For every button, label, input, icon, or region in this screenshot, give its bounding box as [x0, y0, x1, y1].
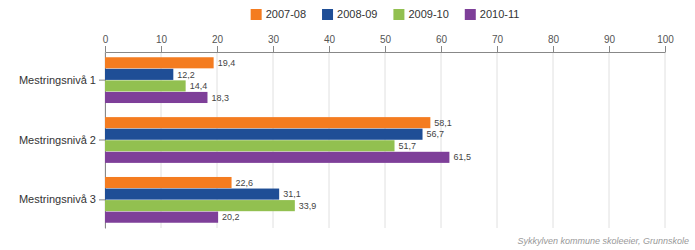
legend-label: 2009-10 [408, 8, 448, 20]
y-tick-mark [99, 80, 105, 81]
grid-line [385, 52, 386, 228]
x-tick: 40 [324, 34, 336, 52]
x-tick-mark [441, 46, 442, 52]
bar [105, 57, 214, 68]
data-label: 31,1 [283, 189, 301, 199]
grid [105, 52, 665, 228]
legend-swatch [393, 9, 404, 20]
x-tick-mark [273, 46, 274, 52]
x-tick-label: 60 [436, 34, 448, 45]
legend-item: 2008-09 [322, 8, 377, 20]
plot-area: 0102030405060708090100Mestringsnivå 1Mes… [19, 34, 674, 229]
x-tick: 100 [657, 34, 674, 52]
y-tick-label: Mestringsnivå 1 [19, 74, 96, 86]
data-label: 58,1 [434, 118, 452, 128]
x-tick-mark [329, 46, 330, 52]
bar [105, 189, 279, 200]
bar [105, 129, 423, 140]
x-tick: 30 [268, 34, 280, 52]
data-label: 14,4 [190, 81, 208, 91]
bar [105, 177, 232, 188]
legend-swatch [465, 9, 476, 20]
x-tick: 10 [156, 34, 168, 52]
x-tick: 70 [492, 34, 504, 52]
footnote: Sykkylven kommune skoleeier, Grunnskole [517, 236, 689, 246]
bar [105, 80, 186, 91]
x-tick: 50 [380, 34, 392, 52]
bars [105, 57, 449, 222]
legend-label: 2010-11 [480, 8, 520, 20]
x-tick: 80 [548, 34, 560, 52]
x-tick-label: 30 [268, 34, 280, 45]
bar [105, 152, 449, 163]
x-tick-label: 20 [212, 34, 224, 45]
data-label: 56,7 [427, 129, 445, 139]
x-tick-mark [553, 46, 554, 52]
bar [105, 212, 218, 223]
x-tick: 60 [436, 34, 448, 52]
y-tick-mark [99, 199, 105, 200]
y-tick-label: Mestringsnivå 2 [19, 134, 96, 146]
y-tick-label: Mestringsnivå 3 [19, 193, 96, 205]
data-label: 18,3 [211, 93, 229, 103]
x-tick-mark [385, 46, 386, 52]
grid-line [609, 52, 610, 228]
data-label: 12,2 [177, 70, 195, 80]
x-tick-mark [105, 46, 106, 52]
axis-domain [106, 52, 666, 53]
x-tick-mark [497, 46, 498, 52]
x-tick-label: 100 [657, 34, 674, 45]
bar [105, 140, 395, 151]
legend-item: 2009-10 [393, 8, 448, 20]
data-label: 20,2 [222, 212, 240, 222]
data-label: 22,6 [236, 178, 254, 188]
grid-line [329, 52, 330, 228]
grid-line [553, 52, 554, 228]
x-tick-mark [609, 46, 610, 52]
bar [105, 117, 430, 128]
x-tick: 20 [212, 34, 224, 52]
data-label: 33,9 [299, 201, 317, 211]
data-label: 61,5 [453, 152, 471, 162]
x-tick-mark [217, 46, 218, 52]
bar [105, 69, 173, 80]
x-tick-label: 0 [103, 34, 109, 45]
x-tick-label: 90 [604, 34, 616, 45]
legend-swatch [251, 9, 262, 20]
y-tick: Mestringsnivå 3 [19, 193, 105, 205]
x-axis: 0 10 20 30 40 50 60 70 80 90 100 [103, 34, 675, 53]
legend-swatch [322, 9, 333, 20]
x-tick-mark [161, 46, 162, 52]
x-tick: 0 [103, 34, 109, 52]
grid-line [497, 52, 498, 228]
legend-label: 2007-08 [266, 8, 306, 20]
y-tick: Mestringsnivå 1 [19, 74, 105, 86]
x-tick-mark [665, 46, 666, 52]
bar [105, 200, 295, 211]
chart-svg: 0102030405060708090100Mestringsnivå 1Mes… [0, 0, 695, 250]
y-tick: Mestringsnivå 2 [19, 134, 105, 146]
bar [105, 92, 207, 103]
data-label: 19,4 [218, 58, 236, 68]
y-tick-mark [99, 140, 105, 141]
grid-line [441, 52, 442, 228]
y-axis: Mestringsnivå 1 Mestringsnivå 2 Mestringsn… [19, 53, 106, 229]
data-labels: 19,4 58,1 22,6 12,2 56,7 31,1 14,4 51,7 33,9 18,3… [177, 58, 471, 222]
x-tick: 90 [604, 34, 616, 52]
x-tick-label: 80 [548, 34, 560, 45]
data-label: 51,7 [399, 141, 417, 151]
x-tick-label: 70 [492, 34, 504, 45]
legend-label: 2008-09 [337, 8, 377, 20]
legend: 2007-08 2008-09 2009-10 2010-11 [251, 8, 520, 20]
grid-line [665, 52, 666, 228]
x-tick-label: 50 [380, 34, 392, 45]
x-tick-label: 40 [324, 34, 336, 45]
x-tick-label: 10 [156, 34, 168, 45]
legend-item: 2007-08 [251, 8, 306, 20]
legend-item: 2010-11 [465, 8, 520, 20]
